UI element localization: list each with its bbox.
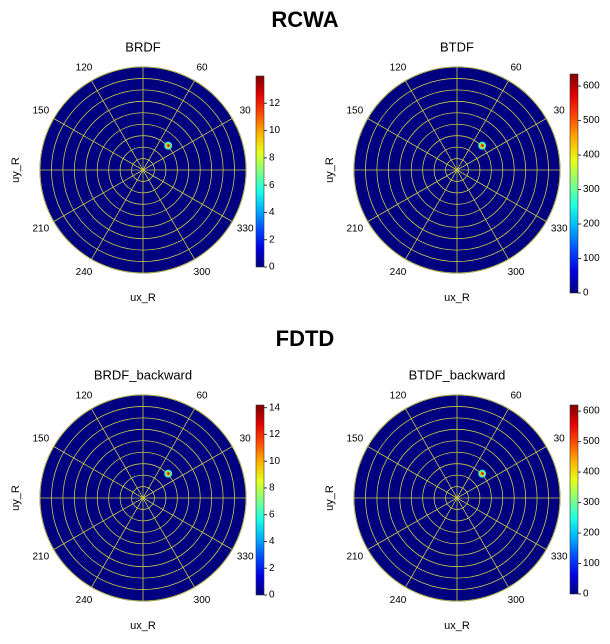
- colorbar-tick-label: 2: [269, 234, 275, 245]
- colorbar-tick-label: 200: [583, 528, 600, 539]
- angle-tick-label: 60: [196, 390, 208, 401]
- colorbar-tick-label: 600: [583, 81, 600, 92]
- colorbar-tick-label: 400: [583, 467, 600, 478]
- angle-tick-label: 210: [32, 224, 49, 235]
- section-title: RCWA: [271, 7, 338, 32]
- colorbar-tick-label: 500: [583, 115, 600, 126]
- chart-title: BRDF: [125, 39, 160, 54]
- colorbar: [255, 404, 265, 596]
- angle-tick-label: 120: [76, 390, 93, 401]
- y-axis-label: uy_R: [10, 485, 22, 511]
- angle-tick-label: 300: [194, 595, 211, 606]
- x-axis-label: ux_R: [130, 620, 156, 632]
- colorbar-tick-label: 6: [269, 180, 275, 191]
- section-title: FDTD: [276, 326, 335, 351]
- angle-tick-label: 240: [76, 267, 93, 278]
- angle-tick-label: 330: [551, 552, 568, 563]
- colorbar-tick-label: 0: [269, 262, 275, 273]
- angle-tick-label: 150: [32, 106, 49, 117]
- angle-tick-label: 60: [510, 390, 522, 401]
- chart-title: BTDF: [440, 39, 474, 54]
- angle-tick-label: 300: [508, 267, 525, 278]
- colorbar-tick-label: 500: [583, 436, 600, 447]
- colorbar-tick-label: 2: [269, 563, 275, 574]
- y-axis-label: uy_R: [10, 157, 22, 183]
- colorbar-tick-label: 0: [269, 590, 275, 601]
- angle-tick-label: 30: [240, 106, 252, 117]
- grid-spoke: [367, 118, 547, 222]
- angle-tick-label: 60: [510, 62, 522, 73]
- x-axis-label: ux_R: [444, 292, 470, 304]
- chart-title: BTDF_backward: [409, 367, 506, 382]
- colorbar-tick-label: 6: [269, 509, 275, 520]
- angle-tick-label: 300: [508, 595, 525, 606]
- colorbar-tick-label: 0: [583, 288, 589, 299]
- colorbar-tick-label: 200: [583, 219, 600, 230]
- angle-tick-label: 240: [76, 595, 93, 606]
- angle-tick-label: 60: [196, 62, 208, 73]
- angle-tick-label: 30: [554, 106, 566, 117]
- angle-tick-label: 330: [237, 552, 254, 563]
- colorbar-tick-label: 100: [583, 253, 600, 264]
- colorbar-tick-label: 12: [269, 98, 281, 109]
- x-axis-label: ux_R: [130, 292, 156, 304]
- colorbar-tick-label: 8: [269, 483, 275, 494]
- colorbar-tick-label: 4: [269, 536, 275, 547]
- colorbar-tick-label: 0: [583, 589, 589, 600]
- y-axis-label: uy_R: [324, 485, 336, 511]
- angle-tick-label: 150: [346, 106, 363, 117]
- angle-tick-label: 120: [76, 62, 93, 73]
- angle-tick-label: 210: [346, 224, 363, 235]
- hot-spot: [164, 141, 173, 150]
- angle-tick-label: 240: [390, 595, 407, 606]
- angle-tick-label: 210: [32, 552, 49, 563]
- hot-spot: [478, 469, 487, 478]
- angle-tick-label: 240: [390, 267, 407, 278]
- grid-spoke: [53, 446, 233, 550]
- angle-tick-label: 30: [240, 434, 252, 445]
- angle-tick-label: 120: [390, 390, 407, 401]
- hot-spot: [478, 141, 487, 150]
- colorbar: [569, 73, 579, 294]
- colorbar-tick-label: 10: [269, 125, 281, 136]
- colorbar-tick-label: 400: [583, 150, 600, 161]
- grid-spoke: [53, 118, 233, 222]
- colorbar-tick-label: 4: [269, 207, 275, 218]
- angle-tick-label: 330: [237, 224, 254, 235]
- colorbar-tick-label: 300: [583, 184, 600, 195]
- colorbar: [255, 75, 265, 268]
- colorbar-tick-label: 12: [269, 429, 281, 440]
- colorbar-tick-label: 300: [583, 497, 600, 508]
- angle-tick-label: 150: [346, 434, 363, 445]
- colorbar-tick-label: 600: [583, 406, 600, 417]
- colorbar: [569, 404, 579, 595]
- angle-tick-label: 300: [194, 267, 211, 278]
- angle-tick-label: 120: [390, 62, 407, 73]
- angle-tick-label: 30: [554, 434, 566, 445]
- angle-tick-label: 150: [32, 434, 49, 445]
- angle-tick-label: 210: [346, 552, 363, 563]
- hot-spot: [164, 469, 173, 478]
- angle-tick-label: 330: [551, 224, 568, 235]
- colorbar-tick-label: 10: [269, 456, 281, 467]
- grid-spoke: [367, 446, 547, 550]
- colorbar-tick-label: 14: [269, 402, 281, 413]
- chart-title: BRDF_backward: [94, 367, 192, 382]
- colorbar-tick-label: 100: [583, 558, 600, 569]
- y-axis-label: uy_R: [324, 157, 336, 183]
- x-axis-label: ux_R: [444, 620, 470, 632]
- colorbar-tick-label: 8: [269, 152, 275, 163]
